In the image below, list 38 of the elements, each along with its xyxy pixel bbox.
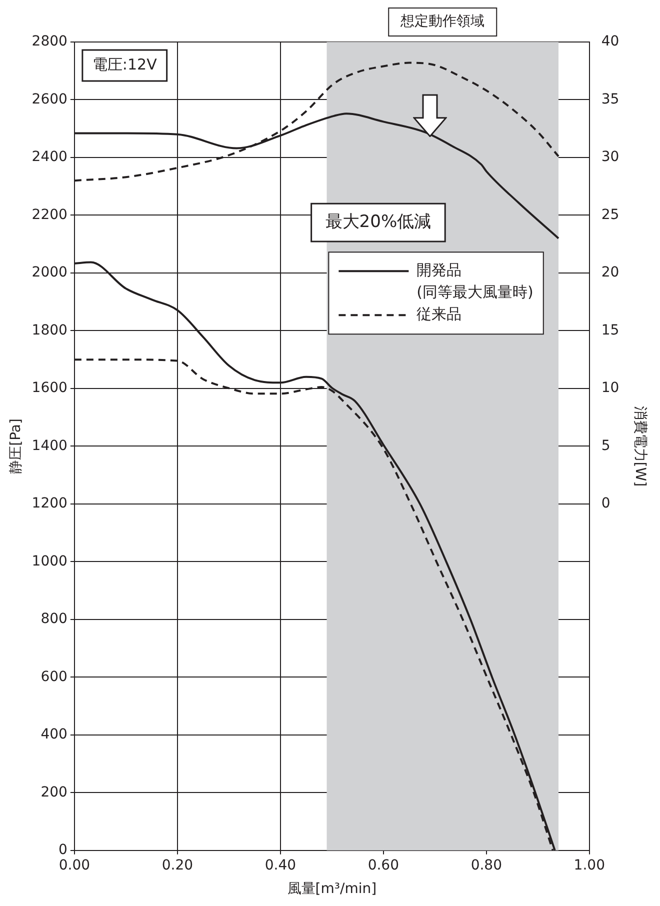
y2-tick-label: 0	[601, 496, 610, 512]
annotation: 最大20%低減	[325, 212, 432, 232]
y-tick-label: 200	[40, 784, 68, 800]
legend-label: 従来品	[416, 305, 462, 324]
y-tick-label: 400	[40, 726, 68, 743]
y2-tick-label: 40	[601, 34, 620, 50]
x-tick-label: 0.20	[162, 857, 194, 874]
x-tick-label: 0.00	[58, 857, 90, 874]
y-tick-label: 0	[58, 842, 68, 858]
y-tick-label: 600	[40, 668, 68, 685]
y-tick-label: 800	[40, 611, 68, 628]
y2-axis-title: 消費電力[W]	[632, 406, 648, 487]
y2-tick-label: 10	[601, 380, 620, 396]
y2-tick-label: 25	[601, 206, 620, 223]
x-tick-label: 1.00	[574, 857, 605, 874]
y2-tick-label: 15	[601, 322, 620, 338]
y-tick-label: 1600	[32, 380, 68, 396]
y-tick-label: 1800	[32, 322, 68, 338]
legend-label: 開発品 (同等最大風量時)	[416, 261, 534, 302]
y2-tick-label: 35	[601, 91, 620, 108]
x-tick-label: 0.40	[264, 857, 296, 874]
y-tick-label: 2200	[32, 206, 68, 223]
y2-tick-label: 30	[601, 149, 620, 166]
y2-tick-label: 5	[601, 438, 610, 454]
y2-tick-label: 20	[601, 264, 620, 281]
x-tick-label: 0.80	[470, 857, 502, 874]
y-axis-title: 静圧[Pa]	[8, 418, 24, 474]
y-tick-label: 2600	[32, 91, 68, 108]
x-axis-title: 風量[m³/min]	[287, 881, 377, 898]
x-tick-label: 0.60	[368, 857, 399, 874]
y-tick-label: 1200	[32, 496, 68, 512]
y-tick-label: 2800	[32, 34, 68, 50]
y-tick-label: 2000	[32, 264, 68, 281]
y-tick-label: 2400	[32, 149, 68, 166]
band-label: 想定動作領域	[400, 14, 485, 30]
annotation: 電圧:12V	[92, 55, 158, 74]
y-tick-label: 1000	[32, 553, 68, 570]
y-tick-label: 1400	[32, 438, 68, 454]
